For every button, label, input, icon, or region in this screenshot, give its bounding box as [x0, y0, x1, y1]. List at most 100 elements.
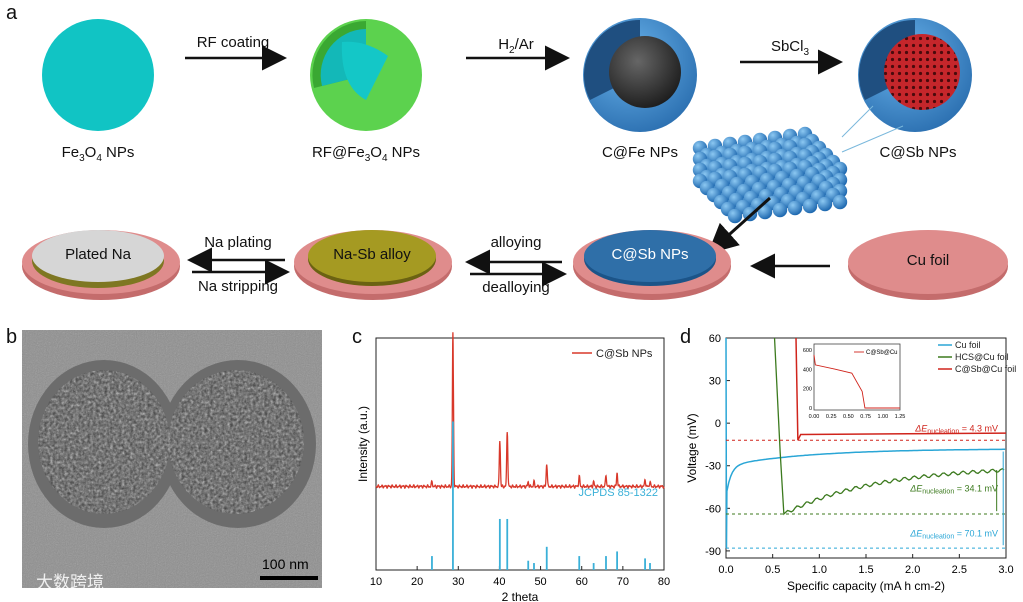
series-line-hcs [773, 337, 1005, 516]
arrow-cluster-to-foil [707, 196, 772, 255]
caption-c-fe: C@Fe NPs [601, 144, 679, 161]
annotation-sub: nucleation [922, 534, 954, 541]
nucleation-annotation: ΔEnucleation = 34.1 mV [909, 483, 998, 495]
x-tick-label: 0.5 [765, 564, 780, 576]
caption-c-sb: C@Sb NPs [879, 144, 957, 161]
y-tick-label: 30 [709, 376, 721, 388]
annotation-symbol: ΔE [914, 424, 928, 434]
inset-x-tick: 1.25 [895, 414, 906, 420]
inset-y-tick: 0 [809, 406, 812, 412]
x-tick-label: 1.0 [812, 564, 827, 576]
annotation-symbol: ΔE [909, 529, 923, 539]
step-sbcl3: SbCl3 [770, 38, 810, 58]
disc-c-sb [573, 230, 731, 300]
x-tick-label: 1.5 [858, 564, 873, 576]
x-axis-label: 2 theta [502, 590, 539, 602]
disc-na-sb-alloy [294, 230, 452, 300]
step-rf-coating: RF coating [196, 34, 270, 51]
series-line-csb [375, 332, 665, 490]
reference-label: JCPDS 85-1322 [579, 487, 659, 499]
y-tick-label: 0 [715, 418, 721, 430]
y-tick-label: -60 [705, 503, 721, 515]
plot-frame [375, 337, 665, 571]
nanoparticle [832, 194, 848, 210]
caption-fe3o4: Fe3O4 NPs [61, 144, 135, 164]
inset-y-tick: 200 [803, 387, 812, 393]
disc-plated-na [22, 230, 180, 300]
annotation-value: = 4.3 mV [959, 424, 998, 434]
x-tick-label: 3.0 [998, 564, 1013, 576]
nanoparticle [817, 196, 833, 212]
label-cu-foil: Cu foil [906, 252, 950, 269]
nanoparticle-cluster [692, 126, 848, 224]
nanoparticle [757, 204, 773, 220]
panel-label-a: a [6, 2, 18, 24]
label-na-plating: Na plating [204, 234, 272, 251]
label-dealloying: dealloying [482, 279, 550, 296]
legend-label: Cu foil [955, 340, 981, 350]
inset-series-line [813, 354, 900, 409]
annotation-value: = 70.1 mV [954, 529, 998, 539]
inset-x-tick: 0.75 [860, 414, 871, 420]
inset-y-tick: 400 [803, 367, 812, 373]
panel-label-c: c [352, 326, 362, 348]
x-tick-label: 60 [576, 576, 588, 588]
label-alloy-disc: Na-Sb alloy [333, 246, 411, 263]
c-sb-sphere [858, 18, 972, 132]
watermark: 大数跨境 [36, 573, 104, 592]
annotation-sub: nucleation [927, 429, 959, 436]
nanoparticle [787, 200, 803, 216]
voltage-chart: 0.0 0.5 1.0 1.5 2.0 2.5 3.0 60 30 0 -30 -60 -90 Speci… [685, 333, 1016, 593]
x-tick-label: 10 [370, 576, 382, 588]
x-tick-label: 2.5 [952, 564, 967, 576]
legend-label: C@Sb NPs [596, 348, 653, 360]
x-tick-label: 0.0 [718, 564, 733, 576]
label-alloying: alloying [490, 234, 542, 251]
scale-bar-label: 100 nm [262, 556, 309, 572]
legend-label: HCS@Cu foil [955, 352, 1009, 362]
nanoparticle [772, 202, 788, 218]
y-axis-label: Voltage (mV) [685, 413, 699, 482]
label-plated-na: Plated Na [65, 246, 131, 263]
c-fe-sphere [583, 18, 697, 132]
panel-label-d: d [680, 326, 692, 348]
step-h2-ar: H2/Ar [498, 36, 534, 56]
xrd-chart: 10 20 30 40 50 60 70 80 2 theta Intensity (a.u.) C… [356, 332, 670, 602]
y-tick-label: -30 [705, 461, 721, 473]
x-tick-label: 40 [493, 576, 505, 588]
x-tick-label: 80 [658, 576, 670, 588]
inset-legend-label: C@Sb@Cu [866, 350, 898, 356]
tem-image [22, 330, 322, 588]
inset-y-tick: 600 [803, 348, 812, 354]
label-na-stripping: Na stripping [197, 278, 279, 295]
x-tick-label: 70 [617, 576, 629, 588]
inset-x-tick: 0.50 [843, 414, 854, 420]
x-tick-label: 2.0 [905, 564, 920, 576]
fe3o4-sphere [42, 19, 154, 131]
legend-label: C@Sb@Cu foil [955, 364, 1016, 374]
annotation-symbol: ΔE [909, 483, 923, 493]
annotation-sub: nucleation [922, 488, 954, 495]
x-tick-label: 20 [411, 576, 423, 588]
nanoparticle [802, 198, 818, 214]
inset-x-tick: 0.00 [809, 414, 820, 420]
rf-fe3o4-sphere [310, 19, 422, 131]
inset-x-tick: 1.00 [877, 414, 888, 420]
y-axis-label: Intensity (a.u.) [356, 406, 370, 482]
x-axis-label: Specific capacity (mA h cm-2) [787, 579, 945, 593]
disc-cu-foil [848, 230, 1008, 300]
nucleation-annotation: ΔEnucleation = 4.3 mV [914, 424, 998, 436]
label-csb-disc: C@Sb NPs [611, 246, 689, 263]
x-tick-label: 30 [452, 576, 464, 588]
panel-a-graphic [22, 18, 1008, 300]
inset-frame [813, 343, 901, 411]
nanoparticle [727, 208, 743, 224]
panel-label-b: b [6, 326, 18, 348]
y-tick-label: 60 [709, 333, 721, 345]
series-line-csb-cu [795, 337, 1007, 441]
caption-rf-fe3o4: RF@Fe3O4 NPs [311, 144, 421, 164]
x-tick-label: 50 [534, 576, 546, 588]
y-tick-label: -90 [705, 546, 721, 558]
nucleation-annotation: ΔEnucleation = 70.1 mV [909, 529, 998, 541]
annotation-value: = 34.1 mV [954, 483, 998, 493]
